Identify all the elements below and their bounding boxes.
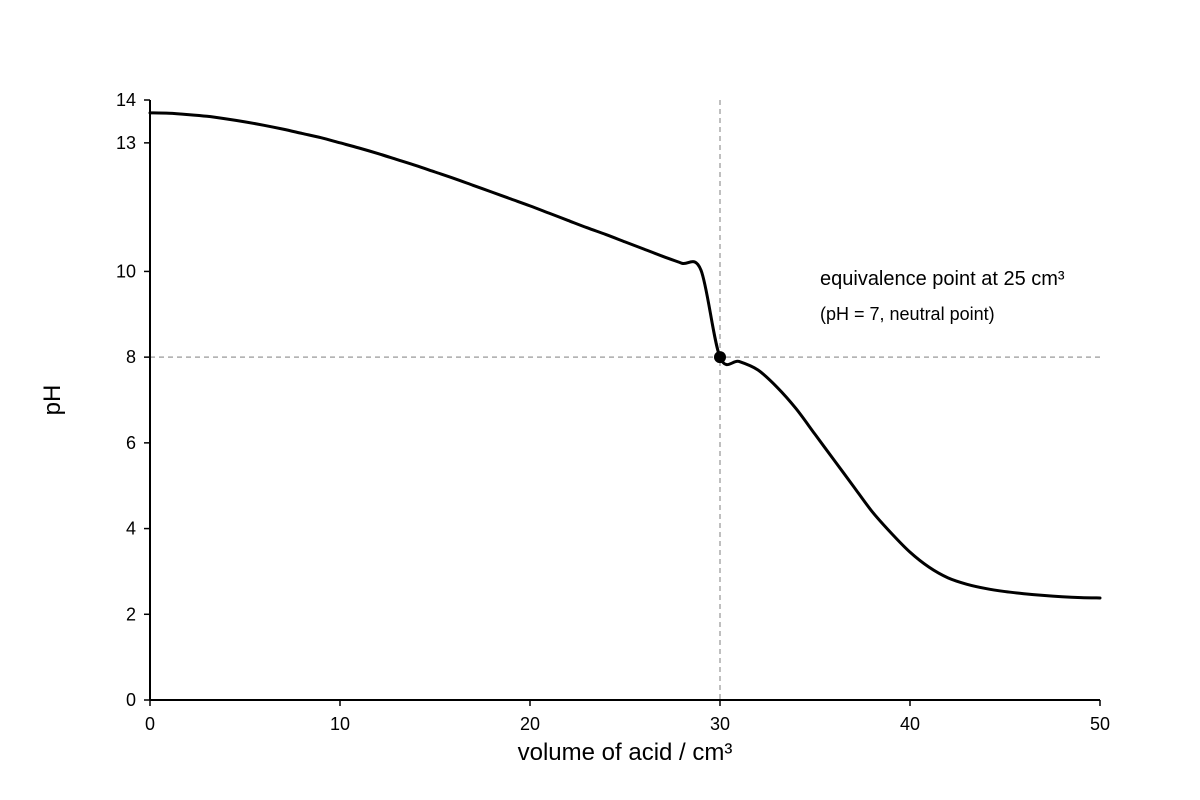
x-tick-label: 0 (145, 714, 155, 734)
y-tick-label: 10 (116, 261, 136, 281)
curve-layer (148, 111, 1102, 600)
reference-lines (150, 100, 1100, 700)
y-tick-label: 6 (126, 433, 136, 453)
axes: 0 10 20 30 40 50 0 2 4 6 8 10 13 14 (116, 90, 1110, 734)
x-tick-label: 40 (900, 714, 920, 734)
x-tick-label: 50 (1090, 714, 1110, 734)
y-tick-label: 8 (126, 347, 136, 367)
x-tick-label: 10 (330, 714, 350, 734)
titration-curve-line (148, 111, 1102, 600)
y-axis-title: pH (39, 385, 66, 416)
y-tick-label: 4 (126, 519, 136, 539)
y-tick-label: 0 (126, 690, 136, 710)
y-tick-label: 13 (116, 133, 136, 153)
y-tick-label: 2 (126, 604, 136, 624)
x-tick-label: 20 (520, 714, 540, 734)
x-axis-title: volume of acid / cm³ (518, 739, 733, 766)
x-tick-label: 30 (710, 714, 730, 734)
y-tick-label: 14 (116, 90, 136, 110)
annotation-neutral-label: (pH = 7, neutral point) (820, 304, 995, 324)
equivalence-point-marker (714, 351, 726, 364)
annotation-equivalence-label: equivalence point at 25 cm³ (820, 268, 1065, 290)
equivalence-point-layer (714, 351, 726, 364)
